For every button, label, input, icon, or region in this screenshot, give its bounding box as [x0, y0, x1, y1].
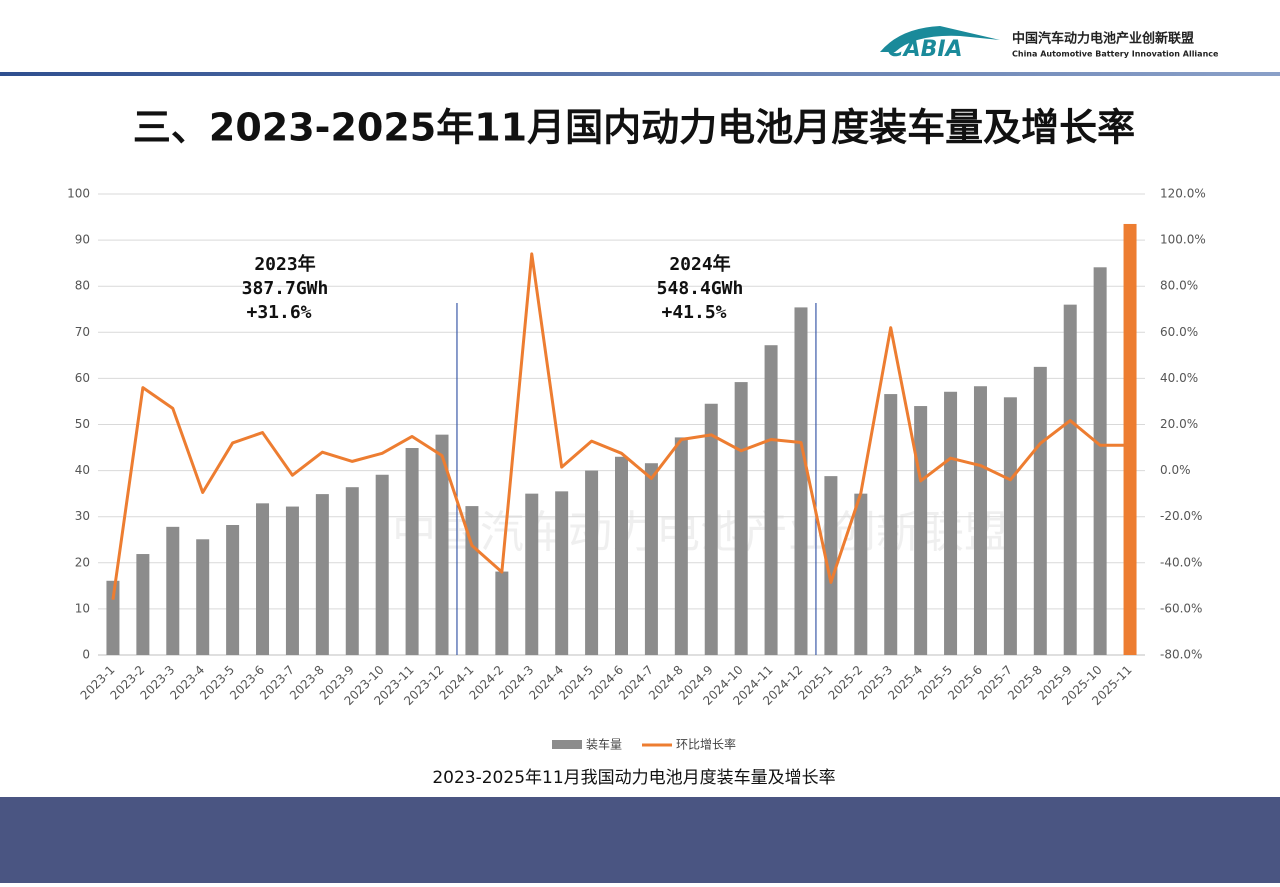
org-cn: 中国汽车动力电池产业创新联盟 — [1012, 31, 1194, 47]
bar — [764, 345, 778, 655]
y2-tick-label: 120.0% — [1160, 187, 1206, 201]
bar — [166, 526, 180, 655]
bar — [973, 386, 987, 655]
bar — [555, 491, 569, 655]
bar — [734, 382, 748, 655]
line — [111, 252, 1131, 600]
y2-tick-label: -40.0% — [1160, 555, 1202, 569]
bar — [136, 554, 150, 655]
y2-tick-label: 20.0% — [1160, 417, 1198, 431]
y-tick-label: 60 — [75, 371, 90, 385]
y2-tick-label: -60.0% — [1160, 601, 1202, 615]
y-tick-label: 70 — [75, 325, 90, 339]
y-tick-label: 10 — [75, 601, 90, 615]
y-tick-label: 40 — [75, 463, 90, 477]
legend-label: 环比增长率 — [676, 737, 736, 752]
y-tick-label: 0 — [82, 648, 90, 662]
y2-tick-label: 100.0% — [1160, 233, 1206, 247]
y-tick-label: 100 — [67, 187, 90, 201]
bar — [794, 307, 808, 655]
y2-tick-label: 80.0% — [1160, 279, 1198, 293]
bar — [585, 470, 599, 655]
y2-tick-label: 40.0% — [1160, 371, 1198, 385]
bar — [1123, 223, 1137, 655]
header-line — [0, 72, 1280, 76]
watermark: 中国汽车动力电池产业创新联盟 — [392, 507, 1008, 558]
annotation: +41.5% — [661, 302, 726, 323]
footer-band — [0, 797, 1280, 883]
bar — [1033, 366, 1047, 655]
annotation: 2024年 — [669, 253, 730, 275]
bar — [674, 437, 688, 655]
bar — [285, 506, 299, 655]
bar — [1063, 304, 1077, 655]
bar — [944, 391, 958, 655]
caption: 2023-2025年11月我国动力电池月度装车量及增长率 — [432, 768, 835, 788]
bar — [884, 394, 898, 655]
y2-tick-label: -80.0% — [1160, 648, 1202, 662]
legend-label: 装车量 — [586, 737, 622, 752]
legend-swatch — [552, 740, 582, 749]
bar — [644, 463, 658, 655]
bar — [704, 403, 718, 655]
y2-tick-label: 60.0% — [1160, 325, 1198, 339]
annotation: +31.6% — [246, 302, 311, 323]
bar — [375, 474, 389, 655]
y-tick-label: 30 — [75, 509, 90, 523]
bar — [615, 456, 628, 655]
bar — [525, 493, 539, 655]
y-tick-label: 20 — [75, 555, 90, 569]
y-tick-label: 90 — [75, 233, 90, 247]
y2-tick-label: 0.0% — [1160, 463, 1191, 477]
bar — [106, 580, 120, 655]
logo-swoosh — [880, 26, 1000, 52]
bar — [495, 571, 509, 655]
org-en: China Automotive Battery Innovation Alli… — [1012, 50, 1219, 59]
bar — [824, 476, 838, 655]
bar — [435, 434, 449, 655]
bar — [226, 524, 240, 655]
bar — [1003, 397, 1017, 655]
bar — [854, 493, 868, 655]
bar — [405, 448, 419, 655]
bar — [345, 487, 359, 655]
logo: CABIA — [887, 37, 962, 62]
bar — [256, 503, 270, 655]
bar — [196, 539, 210, 655]
annotation: 548.4GWh — [657, 278, 744, 299]
bar — [1093, 267, 1107, 655]
bar — [914, 406, 928, 655]
bar — [465, 506, 479, 655]
page-title: 三、2023-2025年11月国内动力电池月度装车量及增长率 — [133, 106, 1135, 150]
annotation: 2023年 — [254, 253, 315, 275]
y-tick-label: 80 — [75, 279, 90, 293]
y2-tick-label: -20.0% — [1160, 509, 1202, 523]
annotation: 387.7GWh — [242, 278, 329, 299]
y-tick-label: 50 — [75, 417, 90, 431]
bar — [315, 494, 329, 655]
